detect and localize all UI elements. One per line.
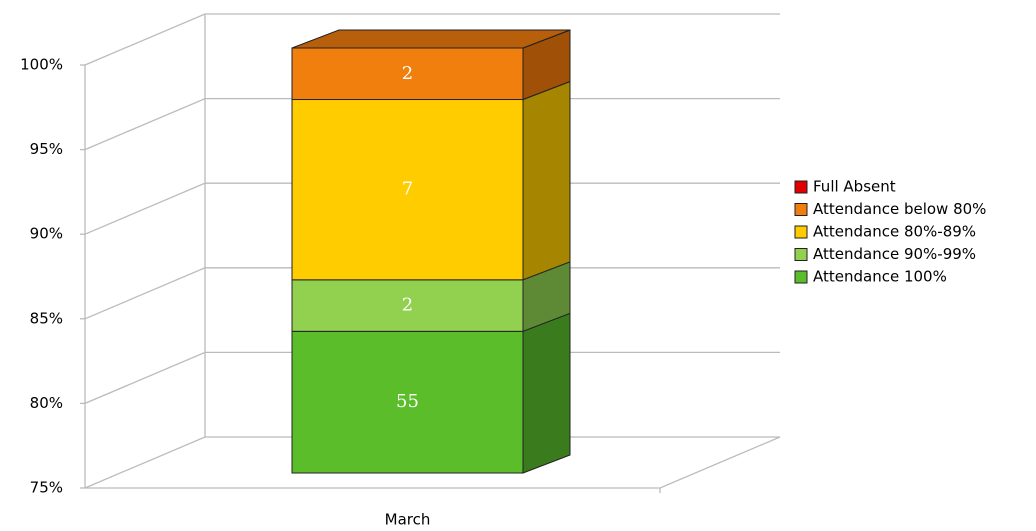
grid-line [84, 182, 780, 235]
bar-segment [291, 99, 524, 281]
bar-segment [291, 330, 524, 474]
legend-label: Attendance 90%-99% [813, 245, 976, 263]
bar-side [522, 80, 571, 281]
data-label: 2 [402, 295, 413, 316]
bar-top [291, 29, 571, 49]
y-tick-label: 100% [20, 56, 63, 74]
data-label: 7 [402, 179, 413, 200]
legend-swatch [794, 248, 808, 261]
bar-side [522, 312, 571, 474]
y-tick-label: 85% [30, 309, 63, 327]
bar-segment [291, 279, 524, 332]
y-tick-label: 95% [30, 140, 63, 158]
grid-line [84, 13, 780, 66]
legend-label: Attendance 80%-89% [813, 223, 976, 241]
y-tick-label: 75% [30, 479, 63, 497]
x-tick-label: March [385, 511, 431, 529]
grid-line [84, 97, 780, 151]
legend-swatch [794, 270, 808, 284]
y-tick-label: 80% [30, 394, 63, 412]
legend-label: Attendance below 80% [813, 200, 986, 218]
grid-line [84, 436, 780, 489]
grid-line [84, 267, 780, 320]
legend-label: Attendance 100% [813, 268, 947, 286]
bar-segment [291, 47, 524, 101]
data-label: 55 [396, 391, 419, 412]
legend-swatch [794, 203, 808, 216]
legend-label: Full Absent [813, 178, 896, 196]
data-label: 2 [402, 63, 413, 84]
y-tick-label: 90% [30, 225, 63, 243]
legend-swatch [794, 225, 808, 239]
grid-line [84, 351, 780, 404]
legend-swatch [794, 180, 808, 194]
